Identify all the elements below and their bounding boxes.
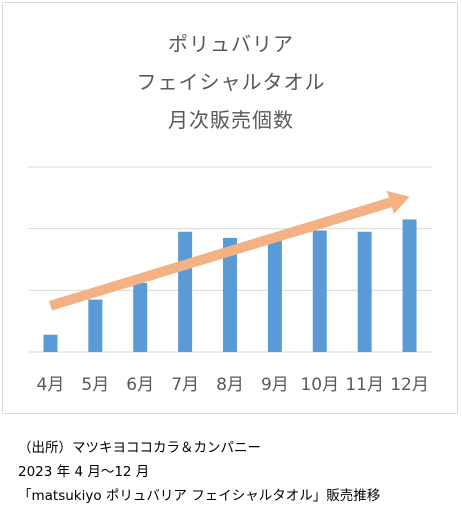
bar (133, 282, 148, 352)
x-tick-label: 11月 (345, 375, 384, 395)
source-line-1: （出所）マツキヨココカラ＆カンパニー (18, 440, 261, 456)
bar-chart-plot: 4月 5月 6月 7月 8月 9月 10月 11月 12月 (28, 166, 432, 395)
bar (43, 334, 58, 352)
x-tick-label: 6月 (126, 375, 154, 395)
x-tick-label: 4月 (37, 375, 65, 395)
x-tick-label: 9月 (261, 375, 289, 395)
x-tick-label: 8月 (216, 375, 244, 395)
bar (357, 231, 372, 352)
source-line-3: 「matsukiyo ポリュバリア フェイシャルタオル」販売推移 (18, 488, 381, 504)
bar (402, 219, 417, 352)
x-tick-label: 12月 (390, 375, 429, 395)
x-tick-label: 10月 (300, 375, 339, 395)
bar (312, 230, 327, 352)
trend-arrow-shaft (48, 197, 392, 311)
chart-title-line-3: 月次販売個数 (168, 108, 294, 132)
x-tick-label: 5月 (81, 375, 109, 395)
bar (178, 231, 193, 352)
source-line-2: 2023 年 4 月～12 月 (18, 464, 150, 480)
trend-arrow-head (386, 190, 410, 214)
chart-title-line-2: フェイシャルタオル (136, 70, 326, 94)
bar (223, 237, 237, 352)
x-tick-label: 7月 (171, 375, 199, 395)
chart-title-line-1: ポリュバリア (168, 32, 294, 56)
bar (267, 239, 282, 352)
bar (88, 299, 103, 352)
